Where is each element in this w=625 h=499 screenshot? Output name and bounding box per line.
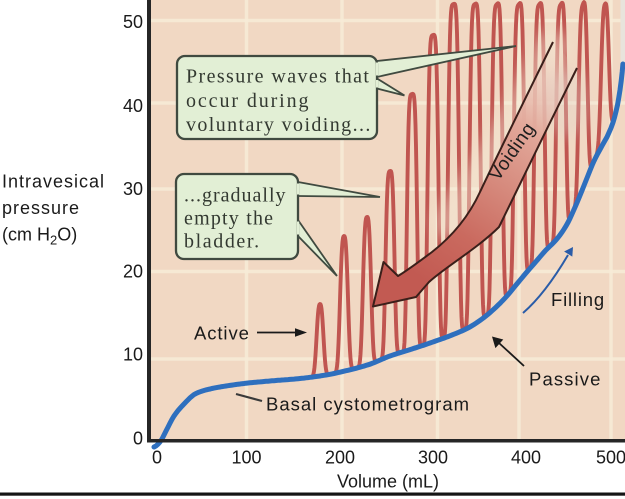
svg-text:empty the: empty the	[184, 208, 274, 230]
svg-text:300: 300	[418, 448, 448, 468]
svg-text:Passive: Passive	[529, 369, 601, 390]
svg-text:occur during: occur during	[186, 90, 310, 112]
svg-text:Pressure waves that: Pressure waves that	[186, 66, 370, 88]
svg-text:10: 10	[123, 345, 143, 365]
svg-text:20: 20	[123, 262, 143, 282]
svg-text:50: 50	[123, 12, 143, 32]
svg-text:0: 0	[133, 429, 143, 449]
svg-text:Intravesical: Intravesical	[2, 172, 105, 192]
svg-text:pressure: pressure	[2, 198, 80, 218]
svg-text:bladder.: bladder.	[184, 231, 261, 253]
svg-text:30: 30	[123, 179, 143, 199]
svg-text:...gradually: ...gradually	[184, 185, 287, 207]
svg-text:40: 40	[123, 96, 143, 116]
svg-text:Active: Active	[194, 323, 250, 344]
svg-text:Volume (mL): Volume (mL)	[337, 472, 439, 492]
svg-text:0: 0	[152, 448, 162, 468]
svg-text:Basal cystometrogram: Basal cystometrogram	[266, 394, 470, 415]
svg-text:(cm H2O): (cm H2O)	[2, 225, 77, 248]
svg-text:100: 100	[231, 448, 261, 468]
svg-text:voluntary voiding...: voluntary voiding...	[186, 114, 372, 136]
svg-text:Filling: Filling	[551, 289, 605, 310]
svg-text:400: 400	[511, 448, 541, 468]
svg-text:500: 500	[596, 448, 625, 468]
svg-text:200: 200	[325, 448, 355, 468]
